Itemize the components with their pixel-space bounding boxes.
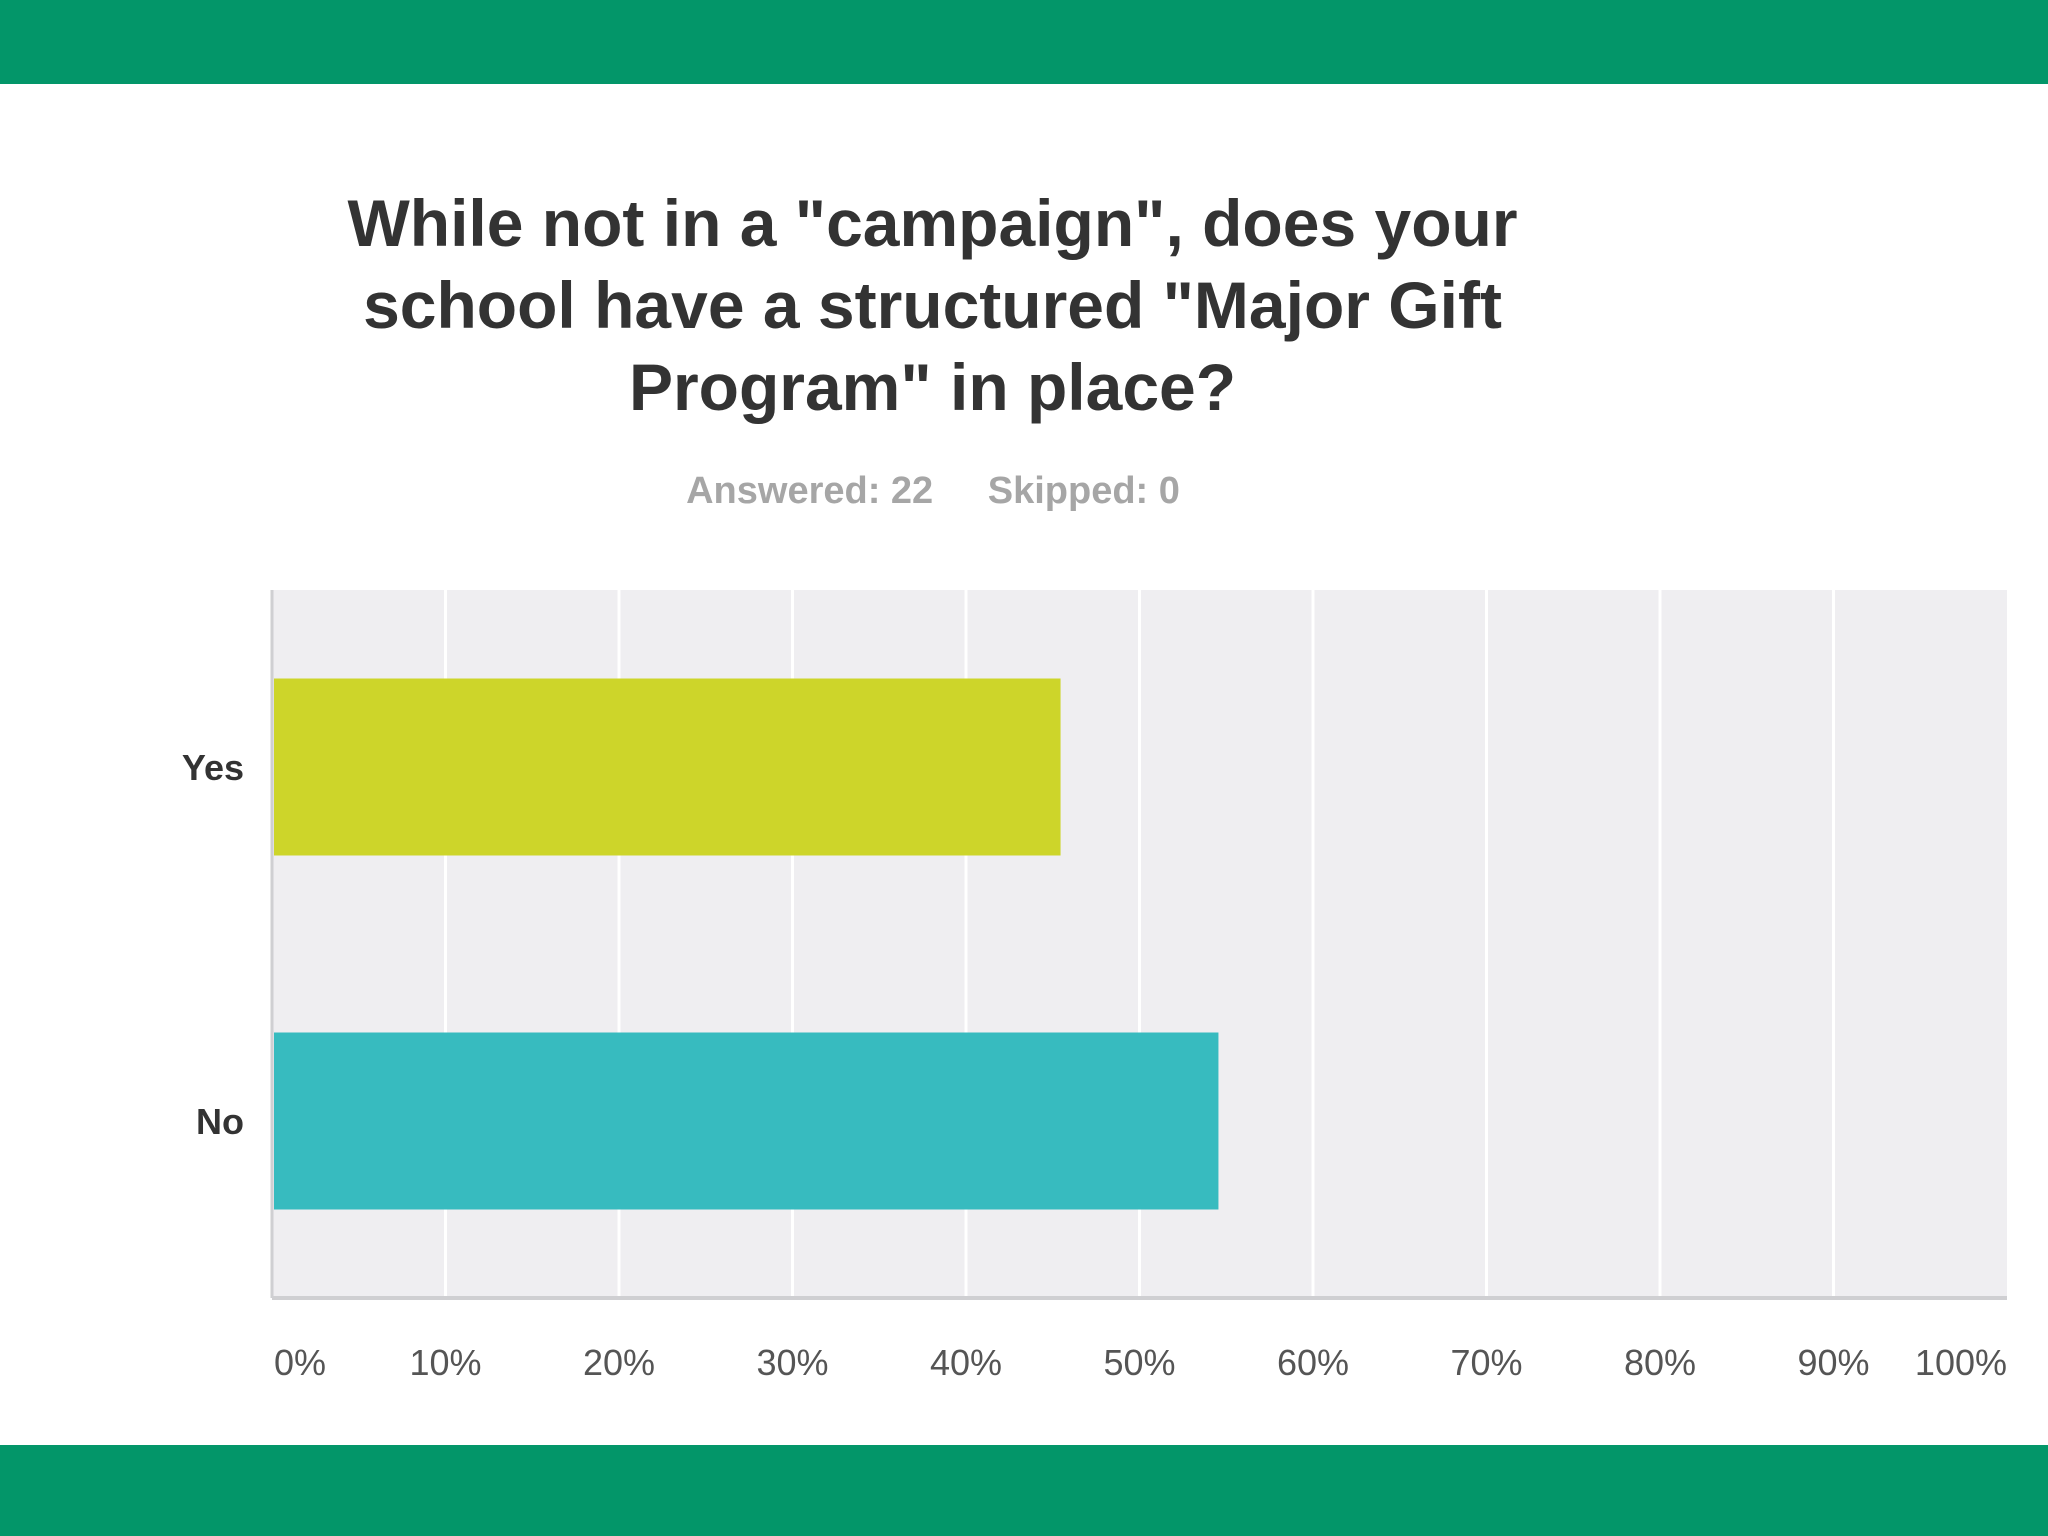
bottom-green-band <box>0 1445 2048 1536</box>
x-tick-label: 20% <box>583 1342 655 1383</box>
x-tick-label: 10% <box>409 1342 481 1383</box>
bar-chart: 0% 10% 20% 30% 40% 50% 60% 70% 80% 90% 100% Yes No <box>182 590 2007 1383</box>
chart-title: While not in a "campaign", does your sch… <box>347 186 1518 424</box>
x-tick-label: 90% <box>1797 1342 1869 1383</box>
x-tick-label: 100% <box>1915 1342 2007 1383</box>
top-green-band <box>0 0 2048 84</box>
category-label: Yes <box>182 747 244 788</box>
x-tick-label: 40% <box>930 1342 1002 1383</box>
x-tick-label: 50% <box>1103 1342 1175 1383</box>
answered-count: Answered: 22 <box>686 470 934 512</box>
bar-no <box>274 1032 1219 1210</box>
response-stats: Answered: 22 Skipped: 0 <box>0 470 1866 513</box>
x-tick-label: 60% <box>1277 1342 1349 1383</box>
x-tick-label: 0% <box>274 1342 326 1383</box>
bar-yes <box>274 678 1061 856</box>
x-tick-label: 70% <box>1450 1342 1522 1383</box>
x-tick-label: 30% <box>756 1342 828 1383</box>
x-tick-label: 80% <box>1624 1342 1696 1383</box>
category-label: No <box>196 1101 244 1142</box>
skipped-count: Skipped: 0 <box>987 470 1180 512</box>
